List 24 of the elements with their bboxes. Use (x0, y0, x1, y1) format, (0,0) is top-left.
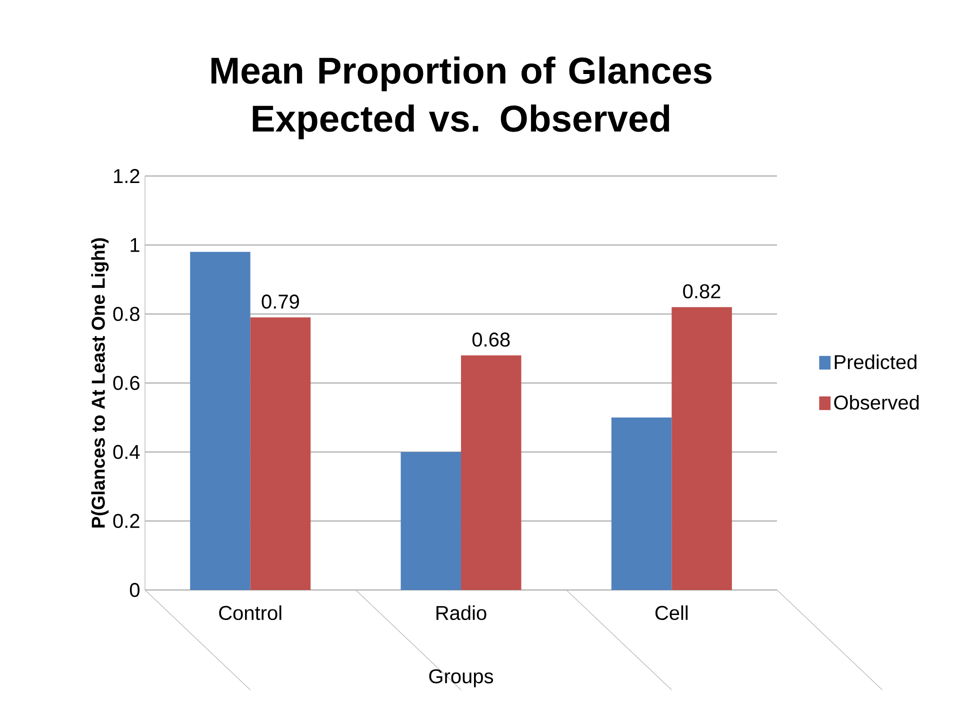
bar (672, 307, 732, 590)
x-axis-title: Groups (429, 669, 494, 688)
bar (190, 252, 250, 590)
data-label: 0.82 (683, 284, 720, 298)
legend-label: Predicted (834, 354, 916, 370)
x-tick-label: Control (219, 605, 282, 620)
x-tick-label: Cell (655, 605, 688, 620)
y-tick-label: 0.2 (113, 514, 140, 528)
y-axis-title: P(Glances to At Least One Light) (91, 238, 109, 528)
y-tick-label: 1 (130, 238, 140, 252)
bar (400, 452, 462, 590)
legend-label: Observed (834, 394, 919, 410)
y-tick-label: 0.4 (113, 444, 140, 460)
bar (461, 355, 522, 590)
bar (611, 417, 672, 590)
y-tick-label: 0.8 (113, 306, 140, 322)
data-label: 0.79 (262, 294, 299, 309)
chart-title: Mean Proportion of Glances Expected vs. Observed (211, 56, 712, 140)
data-label: 0.68 (472, 332, 510, 347)
x-tick-label: Radio (436, 605, 486, 620)
y-tick-label: 0.6 (113, 376, 140, 390)
y-tick-label: 0 (130, 582, 140, 598)
bar (250, 317, 311, 590)
y-tick-label: 1.2 (114, 169, 140, 183)
